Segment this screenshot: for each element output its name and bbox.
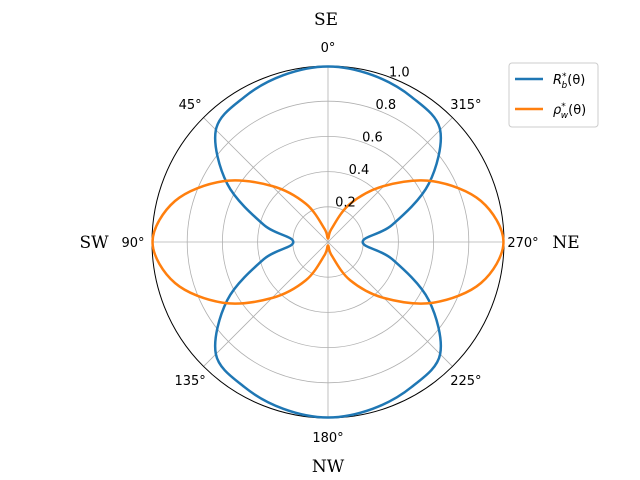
- angle-tick-label-1: 45°: [179, 98, 202, 113]
- series-layer: [151, 65, 505, 419]
- radial-tick-label-2: 0.6: [362, 130, 383, 145]
- angle-tick-label-4: 180°: [312, 431, 343, 446]
- angle-gridline-1: [203, 117, 329, 243]
- angle-tick-label-3: 135°: [174, 374, 205, 389]
- grid-layer: [151, 65, 505, 419]
- angle-gridline-3: [203, 241, 329, 367]
- series-line-1: [151, 179, 505, 305]
- radial-tick-label-0: 0.2: [335, 195, 356, 210]
- angle-tick-label-0: 0°: [321, 41, 336, 56]
- series-line-0: [213, 65, 443, 419]
- direction-label-bottom: NW: [312, 457, 345, 477]
- direction-label-top: SE: [314, 10, 338, 30]
- angle-tick-label-7: 315°: [450, 98, 481, 113]
- radial-gridline-1: [257, 171, 399, 313]
- angle-gridline-7: [327, 117, 453, 243]
- angle-tick-label-2: 90°: [121, 236, 144, 251]
- angle-tick-label-5: 225°: [450, 374, 481, 389]
- angle-tick-label-6: 270°: [507, 236, 538, 251]
- radial-tick-label-1: 0.4: [349, 163, 370, 178]
- radial-tick-label-4: 1.0: [389, 65, 410, 80]
- angle-gridline-5: [327, 241, 453, 367]
- direction-label-left: SW: [79, 233, 109, 253]
- radial-gridline-2: [221, 135, 434, 348]
- legend: R* b(θ) ρ* w(θ): [508, 62, 599, 128]
- label-layer: 0.2 0.4 0.6 0.8 1.0 0° 45° 90° 135° 180° 225° 270° 3…: [121, 41, 538, 446]
- direction-label-right: NE: [552, 233, 579, 253]
- radial-tick-label-3: 0.8: [376, 98, 397, 113]
- radial-gridline-3: [186, 100, 470, 384]
- legend-label-series-1: ρ* w(θ): [553, 102, 586, 121]
- legend-label-series-0: R* b(θ): [553, 72, 585, 91]
